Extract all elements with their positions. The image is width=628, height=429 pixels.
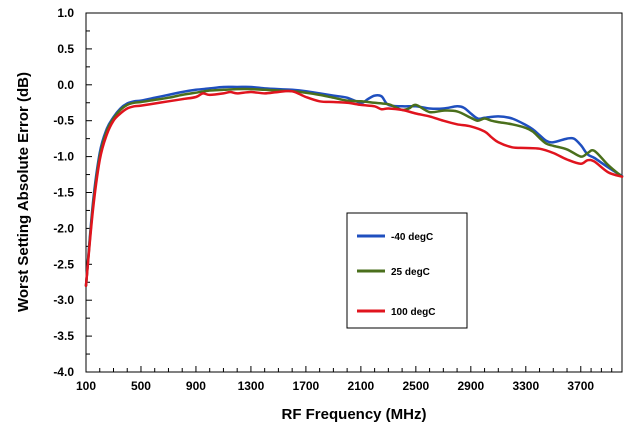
legend-label-25: 25 degC	[391, 267, 430, 278]
x-tick-label: 500	[131, 379, 151, 393]
y-tick-label: -1.5	[53, 186, 74, 200]
y-tick-label: -3.5	[53, 329, 74, 343]
y-tick-label: 1.0	[57, 6, 74, 20]
x-axis-title: RF Frequency (MHz)	[281, 406, 426, 423]
y-axis-title: Worst Setting Absolute Error (dB)	[15, 72, 32, 312]
y-tick-label: -4.0	[53, 365, 74, 379]
series-line-25-degc	[84, 87, 624, 288]
y-tick-label: -2.5	[53, 257, 74, 271]
x-tick-label: 100	[76, 379, 96, 393]
x-tick-label: 3300	[512, 379, 539, 393]
x-tick-label: 900	[186, 379, 206, 393]
legend: -40 degC 25 degC 100 degC	[346, 212, 468, 329]
y-tick-label: 0.5	[57, 42, 74, 56]
y-tick-label: -3.0	[53, 293, 74, 307]
y-tick-label: -1.0	[53, 150, 74, 164]
x-tick-label: 1300	[238, 379, 265, 393]
x-tick-label: 2100	[348, 379, 375, 393]
y-tick-label: 0.0	[57, 78, 74, 92]
y-tick-label: -0.5	[53, 114, 74, 128]
x-tick-label: 2900	[457, 379, 484, 393]
x-tick-label: 2500	[402, 379, 429, 393]
y-axis: 1.0 0.5 0.0 -0.5 -1.0 -1.5 -2.0 -2.5 -3.0 -3.5 -4.…	[53, 6, 92, 379]
series-line-minus-40-degc	[84, 85, 624, 288]
x-tick-label: 1700	[293, 379, 320, 393]
series-line-100-degc	[84, 89, 624, 288]
x-tick-label: 3700	[567, 379, 594, 393]
x-axis: 100 500 900 1300 1700 2100 2500 2900 3300 3700	[76, 366, 613, 393]
y-tick-label: -2.0	[53, 221, 74, 235]
legend-label-minus-40: -40 degC	[391, 232, 433, 243]
legend-label-100: 100 degC	[391, 307, 435, 318]
series-lines	[84, 85, 624, 288]
